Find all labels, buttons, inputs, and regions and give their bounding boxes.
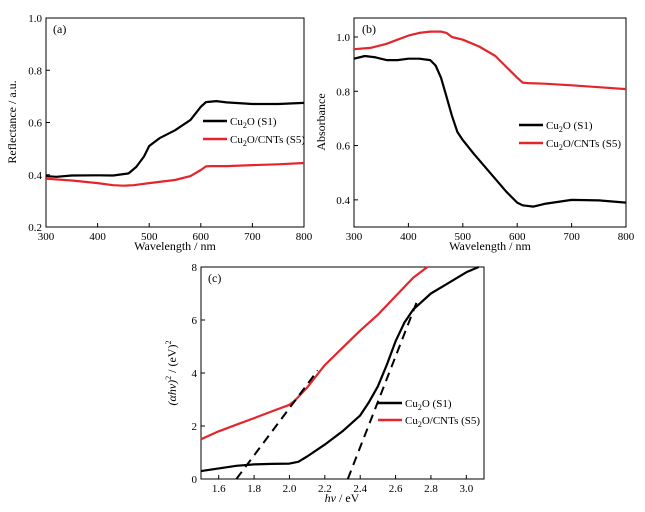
panel-c-legend-label-s5: Cu2O/CNTs (S5) <box>405 415 480 429</box>
panel-a-x-axis-label: Wavelength / nm <box>134 239 216 253</box>
panel-c-x-tick-label: 2.8 <box>424 483 438 495</box>
panel-c-x-tick-label: 2.4 <box>353 483 367 495</box>
panel-b-series-s5-line <box>353 30 627 91</box>
panel-a-legend-label-s5: Cu2O/CNTs (S5) <box>230 134 305 148</box>
panel-c-tangent-line-1 <box>235 369 319 480</box>
panel-c-series-s5-line <box>200 266 429 441</box>
panel-c-legend-label-s1: Cu2O (S1) <box>405 398 452 412</box>
panel-b-legend-label-s1: Cu2O (S1) <box>546 120 593 134</box>
panel-b-x-tick-label: 300 <box>346 231 363 243</box>
panel-b-x-tick-label: 500 <box>455 231 472 243</box>
panel-b-curves <box>353 30 627 208</box>
panel-a-y-axis-label: Reflectance / a.u. <box>5 80 19 163</box>
panel-a-x-tick-label: 800 <box>296 231 313 243</box>
panel-a-legend: Cu2O (S1) Cu2O/CNTs (S5) <box>203 116 305 148</box>
panel-a-legend-label-s1: Cu2O (S1) <box>230 116 277 130</box>
panel-c-tag: (c) <box>208 271 221 285</box>
panel-b-legend: Cu2O (S1) Cu2O/CNTs (S5) <box>519 120 621 152</box>
panel-c-x-tick-label: 2.0 <box>283 483 297 495</box>
panel-a-series-s1-line <box>45 100 305 178</box>
panel-c-y-axis-label: (αhν)2 / (eV)2 <box>164 341 179 406</box>
panel-b-frame <box>353 17 627 228</box>
panel-b-x-tick-label: 600 <box>509 231 526 243</box>
panel-b-legend-label-s5: Cu2O/CNTs (S5) <box>546 138 621 152</box>
panel-b-y-tick-label: 0.4 <box>336 195 350 207</box>
panel-b-series-s1-line <box>353 54 627 208</box>
panel-b-tag: (b) <box>362 22 376 36</box>
panel-b-y-tick-label: 0.8 <box>336 86 350 98</box>
panel-a-y-tick-label: 0.6 <box>28 118 42 130</box>
panel-a-y-tick-label: 0.2 <box>28 222 42 234</box>
panel-b-ticks: 300 400 500 600 700 800 0.4 0.6 0.8 1.0 <box>336 32 635 243</box>
panel-c-x-tick-label: 1.6 <box>212 483 226 495</box>
panel-c: (c) 1.6 1.8 2.0 2.2 2.4 2.6 2.8 3.0 0 2 4 6 8 hν / e… <box>164 262 485 505</box>
panel-a-x-tick-label: 500 <box>141 231 158 243</box>
panel-a-y-tick-label: 1.0 <box>28 13 42 25</box>
panel-a: (a) 300 400 500 600 700 800 0.2 0.4 0.6 0.8 1.0 Wa… <box>5 13 313 253</box>
panel-c-ticks: 1.6 1.8 2.0 2.2 2.4 2.6 2.8 3.0 0 2 4 6 8 <box>192 262 474 495</box>
panel-c-y-tick-label: 8 <box>192 262 198 274</box>
panel-c-tangent-line-2 <box>346 297 420 480</box>
panel-c-x-axis-label: hν / eV <box>325 491 360 505</box>
panel-c-series-s1-line <box>200 265 480 473</box>
panel-c-legend: Cu2O (S1) Cu2O/CNTs (S5) <box>378 398 480 429</box>
panel-b-y-tick-label: 1.0 <box>336 32 350 44</box>
panel-c-y-tick-label: 6 <box>192 315 198 327</box>
panel-c-y-tick-label: 0 <box>192 474 198 486</box>
panel-b-x-tick-label: 700 <box>563 231 580 243</box>
panel-a-series-s5-line <box>45 161 305 187</box>
panel-b-y-tick-label: 0.6 <box>336 141 350 153</box>
panel-c-frame <box>200 266 485 480</box>
panel-a-tag: (a) <box>53 22 66 36</box>
panel-b-x-tick-label: 400 <box>400 231 417 243</box>
panel-b-x-tick-label: 800 <box>618 231 635 243</box>
panel-a-x-tick-label: 300 <box>38 231 55 243</box>
panel-b-x-axis-label: Wavelength / nm <box>449 239 531 253</box>
panel-a-y-tick-label: 0.4 <box>28 170 42 182</box>
panel-c-x-tick-label: 3.0 <box>459 483 473 495</box>
panel-c-y-tick-label: 2 <box>192 421 198 433</box>
panel-c-x-tick-label: 2.2 <box>318 483 332 495</box>
panel-a-curves <box>45 100 305 187</box>
panel-a-ticks: 300 400 500 600 700 800 0.2 0.4 0.6 0.8 1.0 <box>28 13 313 243</box>
panel-a-x-tick-label: 600 <box>193 231 210 243</box>
panel-b-y-axis-label: Absorbance <box>314 93 328 150</box>
panel-a-y-tick-label: 0.8 <box>28 65 42 77</box>
panel-c-x-tick-label: 2.6 <box>389 483 403 495</box>
panel-a-x-tick-label: 400 <box>89 231 106 243</box>
panel-b: (b) 300 400 500 600 700 800 0.4 0.6 0.8 1.0 Wavel… <box>314 17 635 253</box>
panel-c-x-tick-label: 1.8 <box>247 483 261 495</box>
panel-c-curves <box>200 265 480 480</box>
panel-a-x-tick-label: 700 <box>244 231 261 243</box>
panel-c-y-tick-label: 4 <box>192 368 198 380</box>
